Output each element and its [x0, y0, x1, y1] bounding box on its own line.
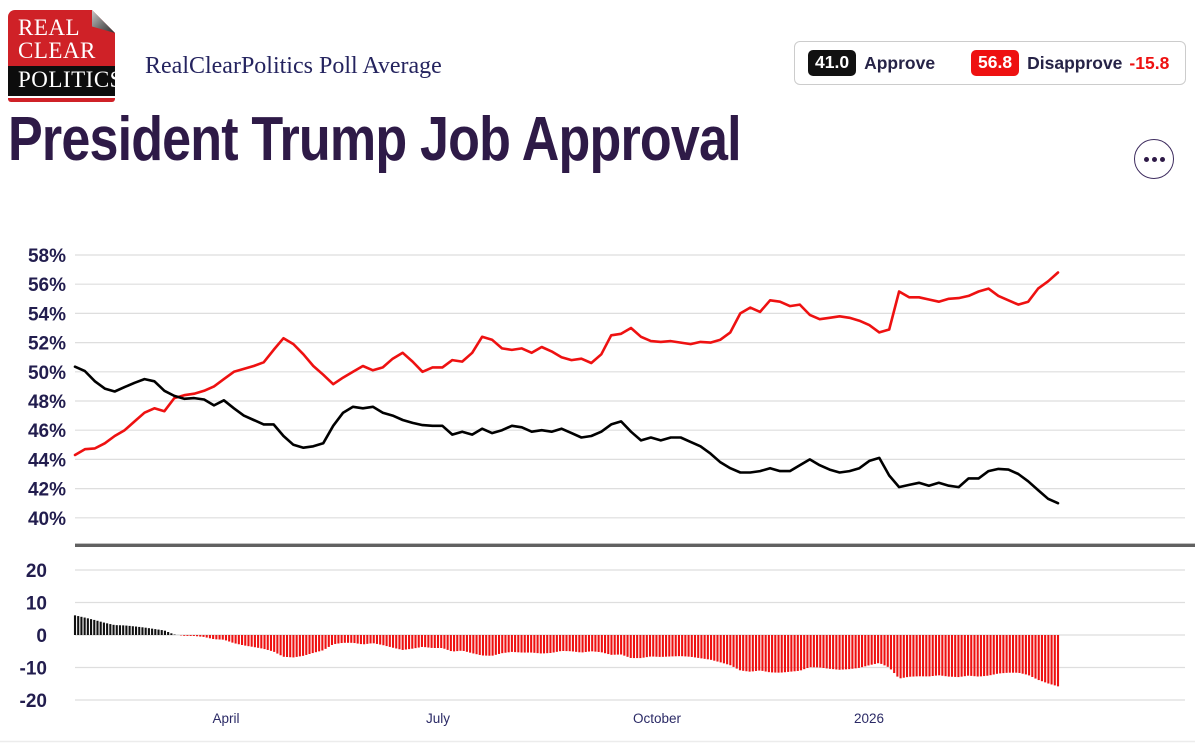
svg-text:40%: 40% — [28, 509, 66, 530]
logo-underline — [8, 98, 115, 102]
svg-text:54%: 54% — [28, 304, 66, 325]
svg-text:52%: 52% — [28, 334, 66, 355]
svg-text:44%: 44% — [28, 450, 66, 471]
svg-text:58%: 58% — [28, 246, 66, 267]
page-fold-icon — [92, 10, 115, 33]
disapprove-value-badge: 56.8 — [971, 50, 1020, 76]
x-axis-labels: April July October 2026 — [212, 711, 884, 726]
approve-label: Approve — [864, 52, 936, 73]
top-ytick-labels: 58% 56% 54% 52% 50% 48% 46% 44% 42% 40% — [28, 246, 66, 530]
ellipsis-icon — [1143, 156, 1149, 162]
approval-legend: 41.0 Approve 56.8 Disapprove -15.8 — [794, 41, 1186, 85]
svg-text:42%: 42% — [28, 480, 66, 501]
bottom-ytick-labels: 20 10 0 -10 -20 — [20, 561, 47, 712]
approve-value-badge: 41.0 — [808, 50, 857, 76]
top-gridlines — [75, 254, 1185, 519]
svg-text:48%: 48% — [28, 392, 66, 413]
logo-word-clear: CLEAR — [18, 37, 96, 63]
disapprove-line — [73, 271, 1060, 457]
svg-text:10: 10 — [26, 594, 47, 615]
approve-line — [73, 365, 1060, 505]
svg-text:56%: 56% — [28, 275, 66, 296]
svg-text:2026: 2026 — [854, 711, 884, 726]
rcp-logo-red-block: REAL CLEAR — [8, 10, 115, 66]
svg-text:50%: 50% — [28, 363, 66, 384]
chart-separator — [75, 543, 1195, 547]
more-options-button[interactable] — [1134, 139, 1174, 179]
rcp-logo[interactable]: REAL CLEAR POLITICS — [8, 10, 122, 102]
svg-text:46%: 46% — [28, 421, 66, 442]
logo-word-real: REAL — [18, 15, 81, 40]
svg-text:July: July — [426, 711, 450, 726]
svg-text:20: 20 — [26, 561, 47, 582]
svg-text:October: October — [633, 711, 682, 726]
spread-bars — [73, 615, 1060, 687]
svg-text:-10: -10 — [20, 659, 47, 680]
spread-value: -15.8 — [1129, 52, 1170, 73]
svg-text:April: April — [212, 711, 239, 726]
page-title: President Trump Job Approval — [8, 105, 742, 174]
poll-average-subtitle: RealClearPolitics Poll Average — [145, 53, 442, 79]
svg-text:0: 0 — [36, 626, 47, 647]
logo-word-politics: POLITICS — [8, 66, 122, 96]
disapprove-label: Disapprove — [1027, 52, 1123, 73]
svg-text:-20: -20 — [20, 691, 47, 712]
